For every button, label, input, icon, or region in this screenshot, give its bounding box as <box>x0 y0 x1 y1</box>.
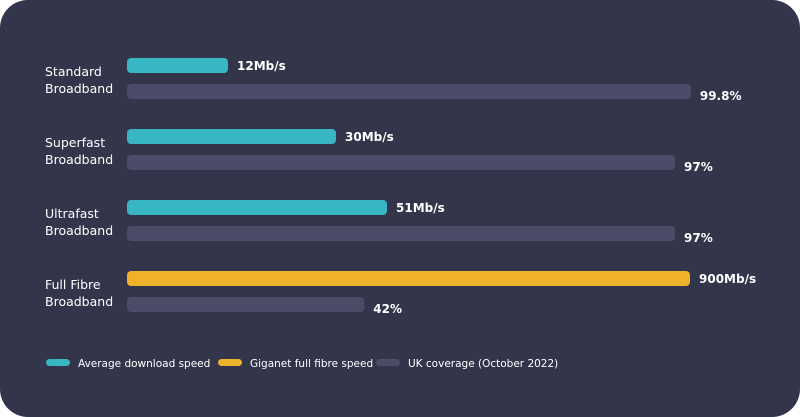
coverage-bar <box>127 155 676 170</box>
speed-bar <box>127 129 336 144</box>
coverage-bar <box>127 84 691 99</box>
speed-bar <box>127 200 387 215</box>
coverage-bar <box>127 226 676 241</box>
speed-value-label: 12Mb/s <box>237 59 286 73</box>
speed-value-label: 900Mb/s <box>699 272 756 286</box>
category-label: Ultrafast Broadband <box>45 206 113 238</box>
speed-value-label: 30Mb/s <box>345 130 394 144</box>
speed-value-label: 51Mb/s <box>396 201 445 215</box>
speed-bar <box>127 58 228 73</box>
category-label: Full Fibre Broadband <box>45 277 113 309</box>
legend-label: UK coverage (October 2022) <box>408 358 558 370</box>
legend-swatch <box>218 359 242 366</box>
legend-swatch <box>46 359 70 366</box>
speed-bar <box>127 271 690 286</box>
coverage-bar <box>127 297 365 312</box>
coverage-value-label: 99.8% <box>700 89 742 103</box>
category-label: Standard Broadband <box>45 64 113 96</box>
coverage-value-label: 42% <box>373 302 402 316</box>
legend-swatch <box>376 359 400 366</box>
coverage-value-label: 97% <box>684 231 713 245</box>
legend-label: Average download speed <box>78 358 210 370</box>
category-label: Superfast Broadband <box>45 135 113 167</box>
coverage-value-label: 97% <box>684 160 713 174</box>
legend-label: Giganet full fibre speed <box>250 358 373 370</box>
